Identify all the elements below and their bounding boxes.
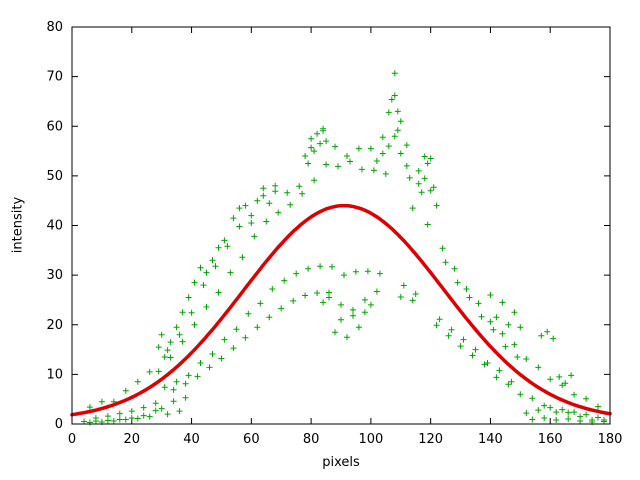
x-tick-label: 140 bbox=[478, 432, 503, 447]
x-tick-label: 120 bbox=[418, 432, 443, 447]
y-tick-label: 60 bbox=[46, 119, 63, 134]
plot-frame bbox=[71, 26, 611, 425]
x-tick-label: 20 bbox=[124, 432, 141, 447]
x-axis-label: pixels bbox=[322, 455, 360, 470]
x-tick-label: 180 bbox=[598, 432, 623, 447]
y-tick-label: 0 bbox=[55, 417, 63, 432]
y-tick-label: 20 bbox=[46, 318, 63, 333]
x-tick-label: 80 bbox=[303, 432, 320, 447]
y-tick-label: 40 bbox=[46, 219, 63, 234]
fit-line bbox=[70, 203, 612, 417]
y-tick-label: 80 bbox=[46, 20, 63, 35]
x-tick-label: 100 bbox=[358, 432, 383, 447]
scatter-points bbox=[81, 70, 607, 426]
y-tick-label: 50 bbox=[46, 169, 63, 184]
y-tick-label: 10 bbox=[46, 367, 63, 382]
x-tick-label: 60 bbox=[243, 432, 260, 447]
x-tick-label: 160 bbox=[538, 432, 563, 447]
x-tick-label: 0 bbox=[68, 432, 76, 447]
x-tick-label: 40 bbox=[183, 432, 200, 447]
y-tick-label: 70 bbox=[46, 70, 63, 85]
y-tick-label: 30 bbox=[46, 268, 63, 283]
y-axis-label: intensity bbox=[10, 196, 26, 254]
